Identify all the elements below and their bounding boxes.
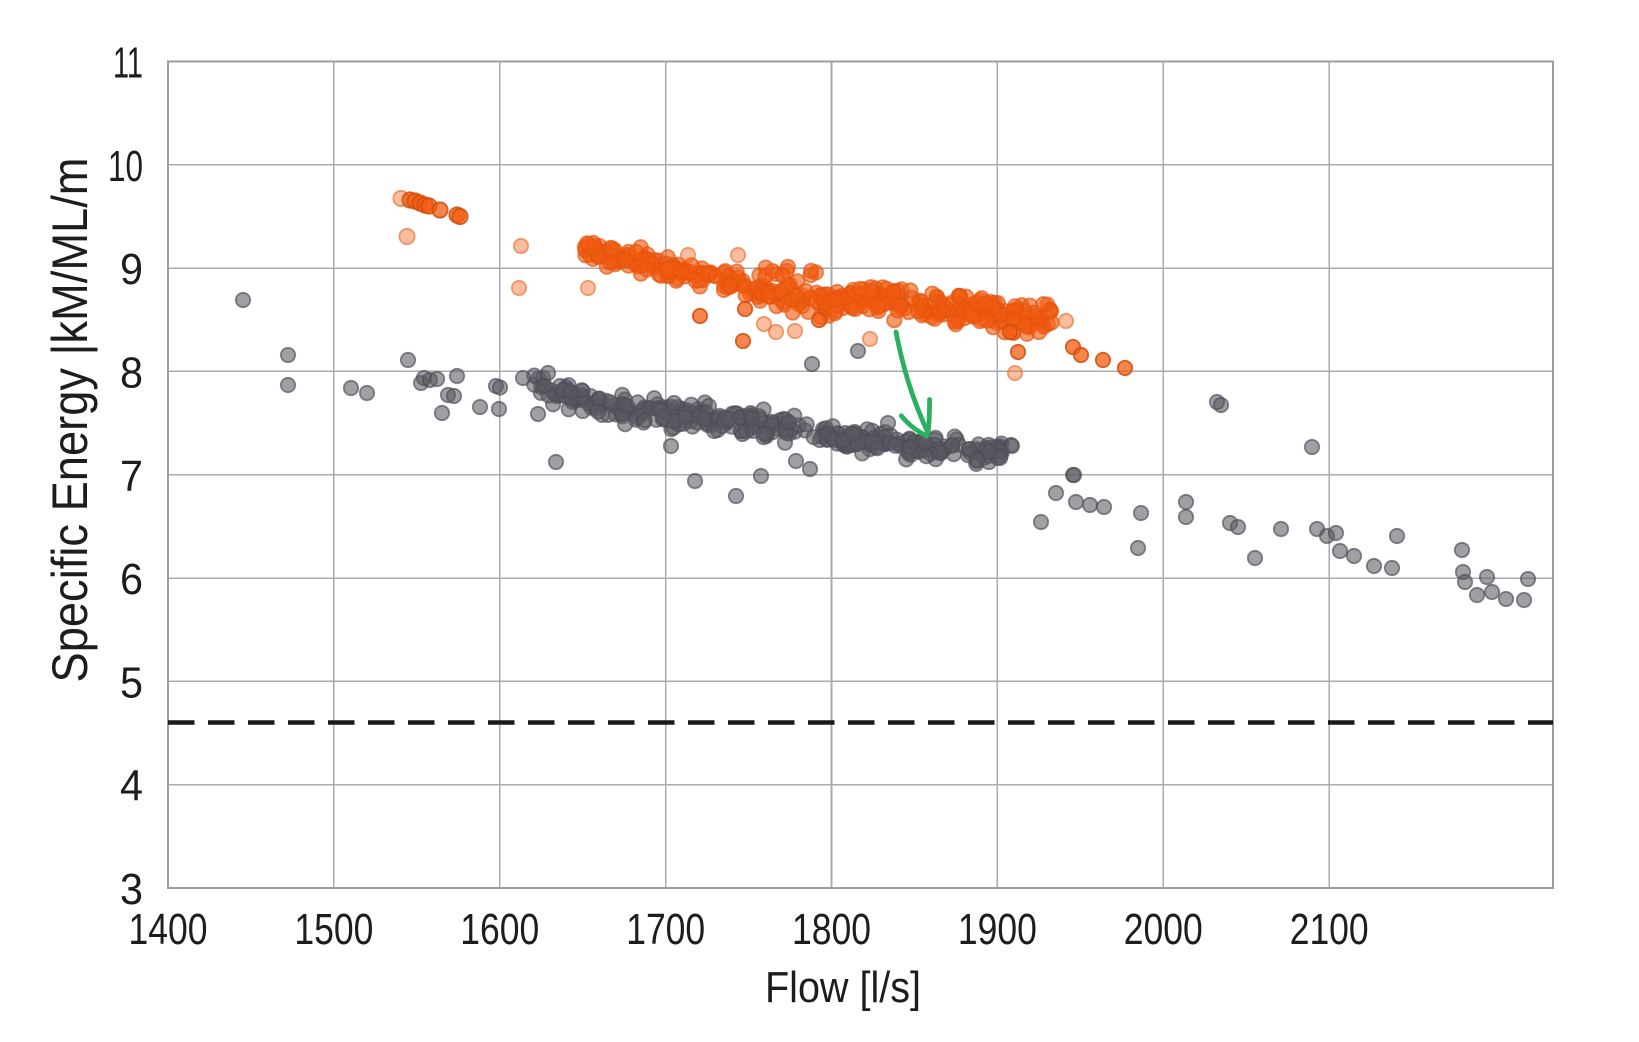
svg-text:5: 5 (120, 658, 143, 707)
svg-text:8: 8 (120, 348, 143, 397)
svg-text:1600: 1600 (460, 905, 539, 954)
svg-text:Flow [l/s]: Flow [l/s] (765, 963, 921, 1012)
svg-text:7: 7 (120, 452, 143, 501)
svg-text:2000: 2000 (1124, 905, 1203, 954)
svg-text:1400: 1400 (129, 905, 208, 954)
svg-text:Specific Energy |kM/ML/m: Specific Energy |kM/ML/m (42, 158, 98, 683)
svg-text:4: 4 (120, 762, 143, 811)
svg-text:2100: 2100 (1290, 905, 1369, 954)
svg-text:10: 10 (108, 142, 143, 191)
svg-text:1700: 1700 (626, 905, 705, 954)
svg-text:1800: 1800 (792, 905, 871, 954)
svg-text:1500: 1500 (294, 905, 373, 954)
svg-text:3: 3 (120, 865, 143, 914)
svg-text:9: 9 (120, 245, 143, 294)
svg-text:11: 11 (113, 39, 143, 88)
svg-text:1900: 1900 (958, 905, 1037, 954)
svg-text:6: 6 (120, 555, 143, 604)
